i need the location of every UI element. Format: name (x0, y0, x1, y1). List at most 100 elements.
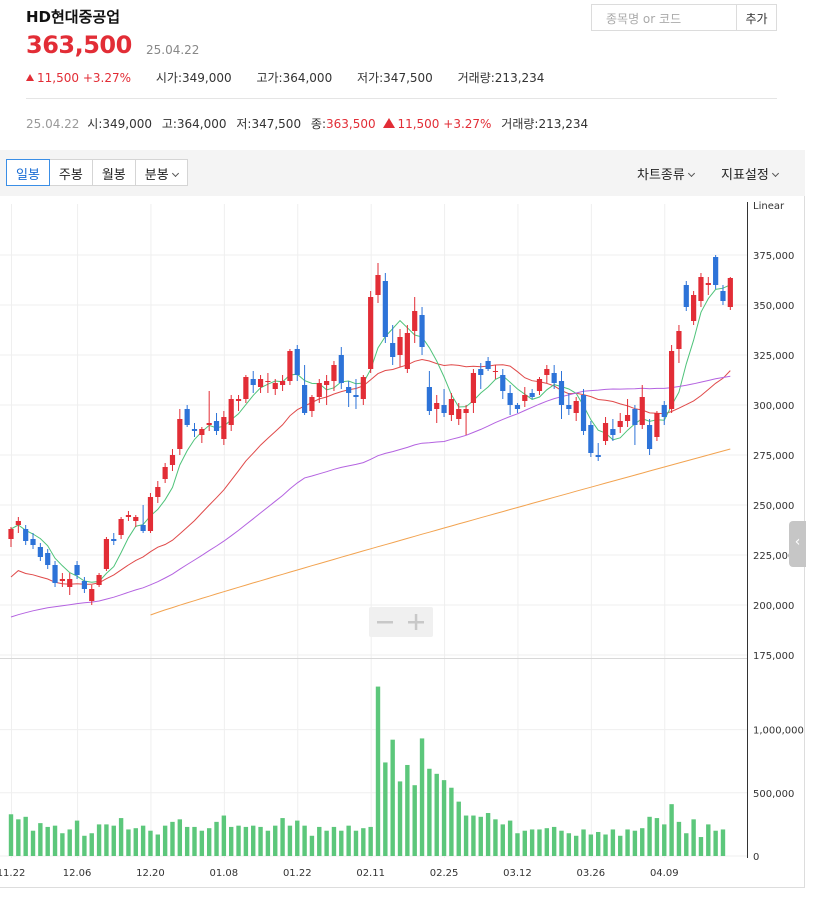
volume-bar (640, 828, 645, 856)
volume-bar (89, 833, 94, 856)
volume-bar (273, 825, 278, 856)
x-tick-label: 12.20 (136, 868, 165, 879)
high-label: 고가 (256, 71, 279, 85)
candle-body (602, 423, 609, 441)
volume-bar (52, 825, 58, 856)
chart-type-dropdown[interactable]: 차트종류 (637, 164, 695, 183)
volume-bar (309, 835, 315, 856)
up-triangle-icon (26, 74, 34, 81)
summary-date: 25.04.22 (26, 117, 80, 131)
volume-bar (258, 826, 263, 856)
volume-bar (353, 830, 359, 856)
tab-monthly[interactable]: 월봉 (91, 159, 136, 186)
volume-bar (229, 826, 234, 856)
tab-weekly[interactable]: 주봉 (48, 159, 93, 186)
candlestick-chart[interactable]: Linear 375,000 350,000 325,000 300,000 275,00… (0, 196, 805, 888)
candle-body (580, 395, 587, 431)
price-tick-label: 350,000 (753, 301, 794, 312)
candle-body (720, 291, 726, 301)
volume-bar (368, 826, 373, 856)
volume-bar (214, 821, 219, 856)
candle-body (573, 401, 579, 413)
x-tick-label: 11.22 (0, 868, 25, 879)
candle-body (125, 515, 132, 517)
volume-bar (96, 824, 102, 856)
price-tick-label: 225,000 (753, 551, 794, 562)
candle-body (302, 385, 308, 413)
ma60-line (10, 375, 731, 618)
tab-minute[interactable]: 분봉 (134, 159, 188, 186)
candle-body (346, 387, 352, 393)
zoom-in-icon[interactable] (414, 614, 418, 630)
candle-body (610, 429, 616, 435)
price-tick-label: 250,000 (753, 501, 794, 512)
volume-bar (434, 773, 439, 856)
price-tick-label: 200,000 (753, 601, 794, 612)
candle-body (676, 331, 682, 349)
candle-body (669, 351, 675, 409)
volume-bar (383, 762, 388, 856)
candle-body (228, 399, 234, 425)
volume-bar (632, 830, 638, 856)
chart-toolbar: 일봉 주봉 월봉 분봉 차트종류 지표설정 (0, 150, 805, 196)
candle-body (177, 419, 183, 449)
volume-bar (654, 818, 660, 856)
candle-body (492, 371, 499, 372)
high-value: 364,000 (282, 71, 333, 85)
tab-daily[interactable]: 일봉 (6, 159, 50, 186)
change-up: 11,500 +3.27% (26, 71, 131, 85)
candle-body (434, 403, 440, 409)
candle-body (147, 497, 154, 531)
candle-body (257, 379, 264, 387)
candle-body (52, 565, 58, 583)
volume-bar (243, 826, 249, 856)
volume-bar (30, 830, 36, 856)
candle-body (111, 539, 117, 541)
volume-bar (60, 833, 65, 856)
collapse-panel-button[interactable]: ‹ (789, 521, 806, 567)
volume-tick-label: 500,000 (753, 789, 794, 800)
candle-body (412, 311, 418, 331)
candle-body (397, 337, 403, 355)
candle-body (529, 393, 535, 397)
candle-body (294, 349, 300, 375)
volume-bar (537, 829, 542, 856)
volume-tick-label: 1,000,000 (753, 726, 804, 737)
ma120-line (150, 448, 731, 616)
candle-body (463, 409, 469, 413)
candle-body (243, 377, 249, 399)
candle-body (338, 355, 344, 383)
candle-body (140, 525, 146, 531)
volume-bar (625, 829, 630, 856)
chevron-left-icon: ‹ (794, 534, 801, 550)
zoom-out-icon[interactable] (377, 621, 393, 624)
candle-body (382, 281, 388, 337)
volume-bar (610, 829, 616, 856)
candle-body (566, 405, 572, 409)
candle-body (661, 405, 667, 417)
indicator-settings-dropdown[interactable]: 지표설정 (721, 164, 779, 183)
add-button[interactable]: 추가 (736, 4, 777, 31)
volume-bar (133, 828, 138, 856)
volume-bar (596, 831, 601, 856)
price-tick-label: 175,000 (753, 651, 794, 662)
volume-bar (162, 825, 168, 856)
volume-tick-label: 0 (753, 852, 759, 863)
candle-body (544, 369, 550, 375)
candle-body (265, 381, 271, 382)
search-input[interactable]: 종목명 or 코드 (591, 4, 737, 31)
volume-bar (38, 823, 43, 856)
candle-body (390, 343, 396, 357)
candle-body (353, 395, 359, 397)
chart-area[interactable]: Linear 375,000 350,000 325,000 300,000 275,00… (0, 196, 805, 888)
candle-body (441, 405, 447, 413)
volume-bar (463, 815, 469, 856)
candle-body (727, 278, 733, 307)
volume-bar (287, 825, 293, 856)
candle-body (316, 383, 322, 397)
volume-bar (478, 816, 483, 856)
candle-body (558, 381, 565, 405)
candle-body (23, 529, 29, 541)
volume-bar (192, 826, 197, 856)
candle-body (169, 455, 176, 465)
